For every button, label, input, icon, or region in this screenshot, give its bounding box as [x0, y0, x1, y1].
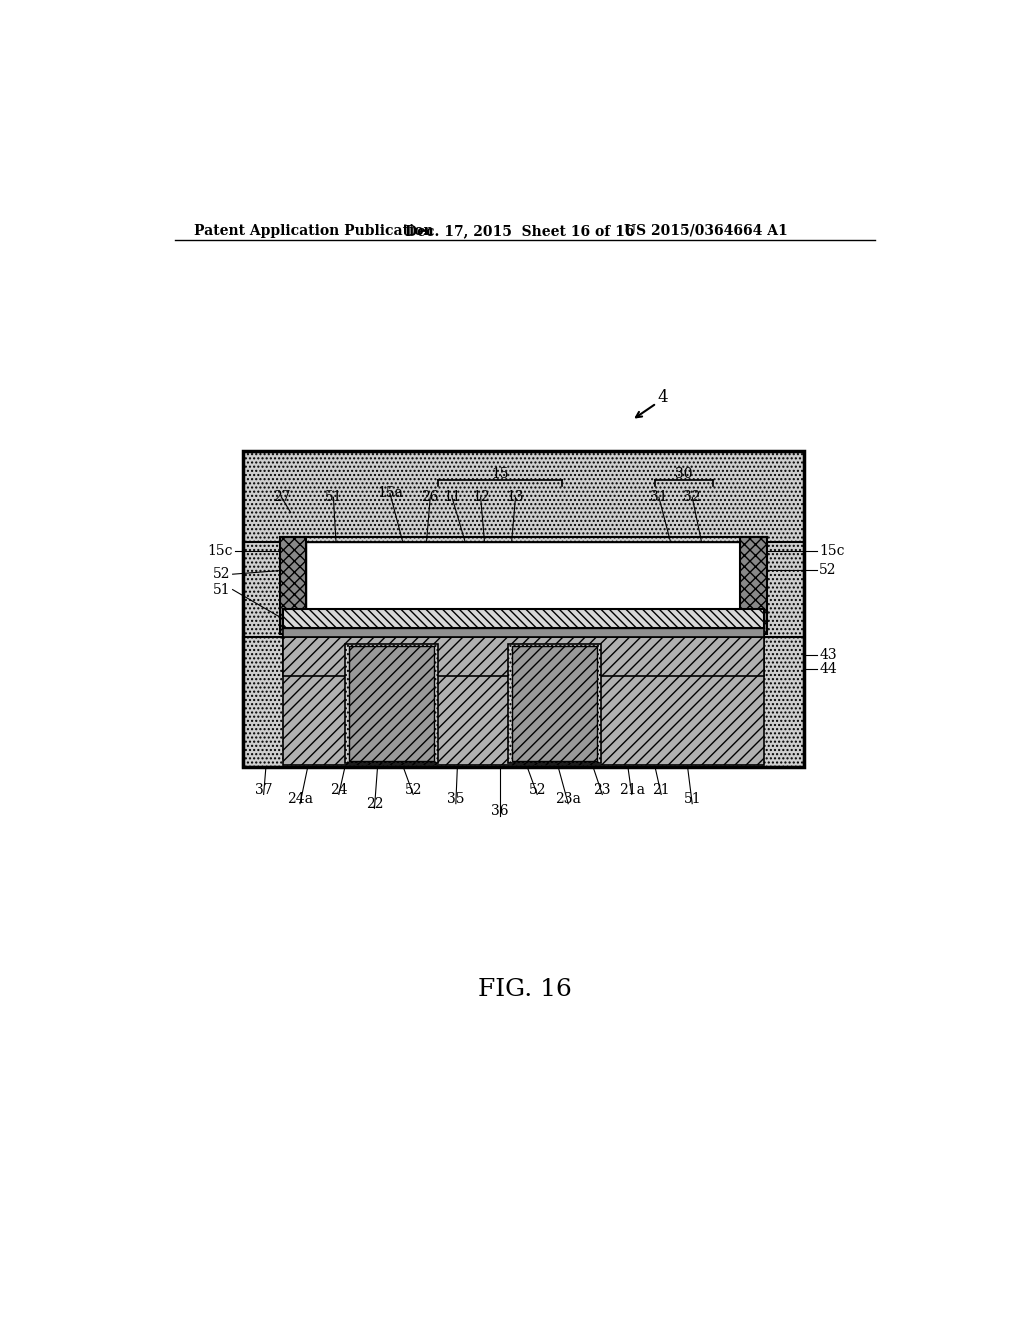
Text: 24a: 24a [287, 792, 313, 807]
Text: 36: 36 [492, 804, 509, 818]
Bar [345, 644, 438, 763]
Text: 44: 44 [819, 661, 837, 676]
Text: 4: 4 [657, 388, 668, 405]
Text: 24: 24 [330, 783, 347, 797]
Text: FIG. 16: FIG. 16 [478, 978, 571, 1002]
Bar [349, 645, 434, 760]
Text: 15c: 15c [207, 544, 232, 558]
Text: 43: 43 [819, 648, 837, 663]
Bar [243, 638, 804, 767]
Text: 51: 51 [325, 490, 342, 504]
Text: 31: 31 [650, 490, 668, 504]
Text: 23a: 23a [555, 792, 582, 807]
Text: 15c: 15c [819, 544, 845, 558]
Text: 21a: 21a [618, 783, 645, 797]
Text: 52: 52 [528, 783, 546, 797]
Bar [243, 451, 804, 543]
Bar [740, 537, 767, 635]
Text: 21: 21 [652, 783, 670, 797]
Bar [306, 543, 740, 609]
Bar [508, 644, 601, 763]
Text: 22: 22 [366, 797, 383, 810]
Text: 26: 26 [422, 490, 439, 504]
Text: Patent Application Publication: Patent Application Publication [194, 224, 433, 238]
Text: US 2015/0364664 A1: US 2015/0364664 A1 [624, 224, 787, 238]
Text: 51: 51 [213, 582, 230, 597]
Text: 37: 37 [255, 783, 272, 797]
Text: 15: 15 [492, 467, 509, 480]
Bar [512, 645, 597, 760]
Bar [283, 609, 764, 628]
Bar [243, 451, 804, 767]
Text: 15a: 15a [377, 486, 403, 500]
Text: 30: 30 [675, 467, 692, 480]
Text: 52: 52 [819, 564, 837, 577]
Bar [283, 628, 764, 638]
Bar [283, 638, 764, 676]
Text: 32: 32 [683, 490, 701, 504]
Text: 27: 27 [272, 490, 290, 504]
Text: 11: 11 [443, 490, 461, 504]
Text: Dec. 17, 2015  Sheet 16 of 16: Dec. 17, 2015 Sheet 16 of 16 [406, 224, 635, 238]
Bar [243, 543, 283, 767]
Text: 13: 13 [507, 490, 524, 504]
Text: 52: 52 [404, 783, 422, 797]
Bar [280, 537, 306, 635]
Text: 35: 35 [447, 792, 465, 807]
Text: 12: 12 [472, 490, 489, 504]
Bar [764, 543, 804, 767]
Text: 51: 51 [683, 792, 701, 807]
Bar [283, 639, 764, 766]
Text: 23: 23 [594, 783, 611, 797]
Text: 52: 52 [213, 568, 230, 581]
